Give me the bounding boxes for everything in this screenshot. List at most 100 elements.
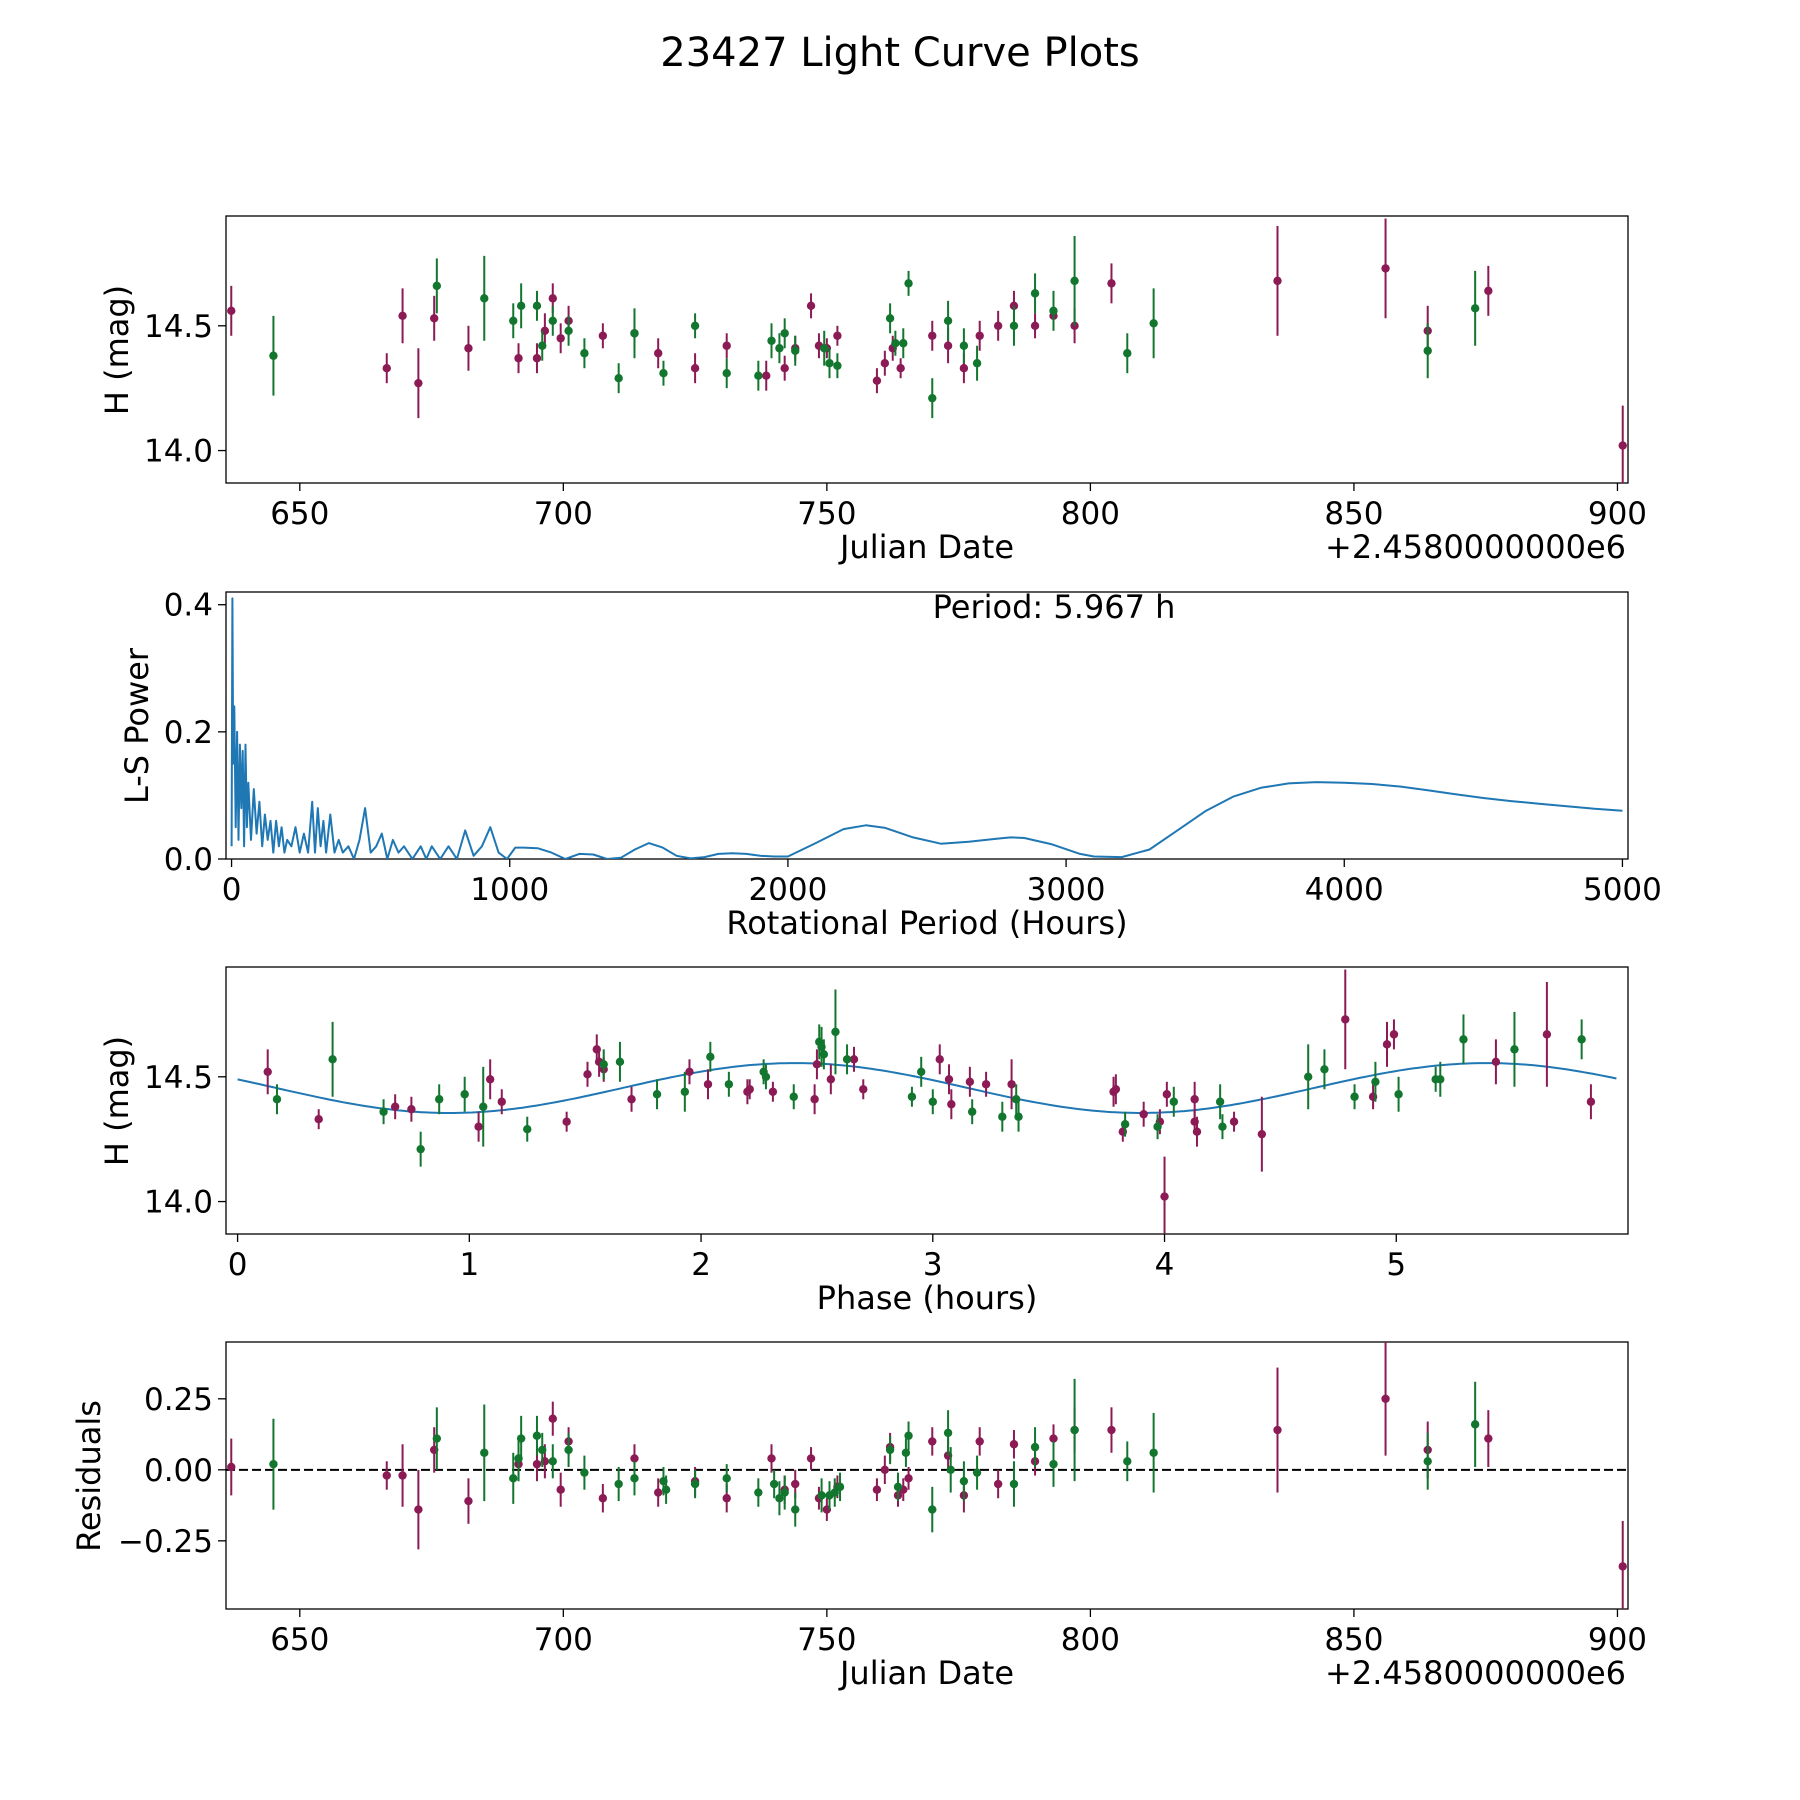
data-marker [1577,1035,1586,1044]
phase_folded-point-band_2 [1218,1114,1227,1140]
lightcurve-point-band_2 [820,330,829,366]
data-marker [328,1055,337,1064]
lightcurve-point-band_1 [414,348,423,419]
lightcurve-point-band_1 [872,368,882,394]
phase_folded-xtick-label: 3 [923,1247,943,1283]
residuals-point-band_2 [943,1410,953,1456]
data-marker [817,1491,826,1500]
residuals-point-band_1 [653,1478,663,1507]
data-marker [414,1505,423,1514]
data-marker [1382,1040,1392,1049]
data-marker [548,294,557,303]
phase_folded-point-band_1 [1542,981,1552,1087]
phase_folded-point-band_2 [1577,1019,1586,1060]
residuals-point-band_2 [893,1472,903,1502]
residuals-point-band_2 [269,1418,278,1510]
data-marker [1394,1090,1403,1099]
periodogram-ytick-label: 0.4 [164,588,213,624]
phase_folded-point-band_2 [761,1064,771,1090]
data-marker [825,359,834,368]
lightcurve-point-band_1 [556,323,565,354]
residuals-point-band_2 [548,1444,557,1479]
data-marker [1618,1562,1627,1571]
residuals-ticks: 650 700 750 800 850 900 0.25 0.00 −0.25 [118,1382,1647,1658]
phase_folded-point-band_1 [485,1059,495,1100]
residuals-points [226,1342,1628,1609]
data-marker [975,331,984,340]
periodogram-xtick-label: 0 [222,872,242,908]
data-marker [830,1488,839,1497]
data-marker [1273,1425,1282,1435]
data-marker [509,1474,518,1483]
residuals-point-band_2 [1423,1432,1432,1490]
phase_folded-xtick-label: 2 [691,1247,711,1283]
lightcurve-point-band_2 [1049,290,1058,331]
phase_folded-point-band_1 [474,1111,483,1142]
periodogram-line [230,597,1623,859]
phase_folded-point-band_2 [1394,1076,1403,1112]
data-marker [885,1445,895,1455]
data-marker [859,1085,868,1094]
residuals-point-band_1 [975,1427,984,1456]
phase_folded-point-band_2 [523,1116,532,1142]
phase_folded-point-band_1 [1389,1019,1399,1050]
phase_folded-point-band_1 [703,1069,713,1100]
data-marker [1190,1095,1199,1104]
phase_folded-point-band_1 [768,1081,778,1102]
lightcurve-point-band_1 [382,353,391,384]
lightcurve-point-band_2 [825,348,834,379]
data-marker [432,281,442,291]
phase_folded-point-band_1 [562,1111,571,1132]
figure-title: 23427 Light Curve Plots [660,30,1139,76]
residuals-point-band_2 [538,1432,547,1467]
periodogram-ytick-label: 0.2 [164,715,213,751]
phase_folded-point-band_2 [1014,1101,1023,1132]
periodogram-ytick-label: 0.0 [164,842,213,878]
lightcurve-point-band_2 [269,315,278,396]
data-marker [959,341,969,350]
phase_folded-point-band_1 [314,1109,323,1130]
data-marker [1049,306,1058,316]
data-marker [272,1095,282,1104]
phase_folded-point-band_1 [390,1094,400,1120]
data-marker [532,1459,542,1469]
residuals-xtick-label: 900 [1588,1622,1647,1658]
data-marker [780,364,789,373]
data-marker [896,364,905,373]
lightcurve-point-band_2 [833,353,842,379]
phase-xlabel: Phase (hours) [817,1279,1038,1317]
data-marker [842,1055,852,1064]
lightcurve-point-band_1 [993,310,1003,341]
data-marker [1470,304,1480,313]
residuals-point-band_1 [414,1469,423,1550]
data-marker [1341,1015,1350,1024]
data-marker [706,1052,715,1062]
lightcurve-point-band_1 [880,350,890,376]
phase-panel: Phase (hours) H (mag) 0 1 2 3 4 5 14.0 14.5 [98,966,1629,1317]
data-marker [1014,1112,1023,1121]
residuals-point-band_1 [1107,1407,1116,1453]
data-marker [745,1085,754,1094]
lightcurve-point-band_2 [509,303,518,339]
phase_folded-point-band_2 [967,1099,977,1125]
residuals-point-band_2 [835,1472,845,1502]
phase_folded-point-band_1 [935,1044,944,1075]
residuals-ytick-label: −0.25 [118,1524,213,1560]
data-marker [548,1414,557,1423]
residuals-point-band_1 [767,1444,776,1473]
data-marker [1257,1129,1267,1139]
lightcurve-xtick-label: 750 [797,496,856,532]
phase_folded-point-band_2 [379,1099,388,1125]
lightcurve-point-band_1 [514,343,523,374]
phase_folded-point-band_2 [917,1056,926,1087]
lightcurve-point-band_1 [690,353,700,384]
data-marker [904,279,913,288]
data-marker [724,1080,734,1089]
lightcurve-ylabel: H (mag) [98,285,136,415]
residuals-point-band_2 [830,1478,839,1507]
phase_folded-point-band_2 [907,1086,917,1107]
phase_folded-point-band_2 [928,1089,937,1115]
phase_folded-ytick-label: 14.0 [144,1185,213,1221]
data-marker [904,1431,913,1440]
lightcurve-point-band_1 [464,325,473,371]
